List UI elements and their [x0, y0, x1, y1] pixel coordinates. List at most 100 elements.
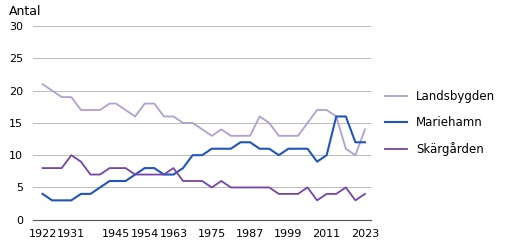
Mariehamn: [97, 186, 103, 189]
Mariehamn: [39, 192, 45, 195]
Mariehamn: [170, 173, 176, 176]
Mariehamn: [333, 115, 339, 118]
Skärgården: [151, 173, 157, 176]
Mariehamn: [180, 167, 186, 170]
Skärgården: [68, 154, 74, 157]
Skärgården: [141, 173, 147, 176]
Line: Landsbygden: Landsbygden: [42, 84, 364, 155]
Skärgården: [351, 199, 358, 202]
Mariehamn: [49, 199, 55, 202]
Skärgården: [208, 186, 214, 189]
Landsbygden: [323, 109, 329, 111]
Text: Antal: Antal: [9, 5, 42, 18]
Landsbygden: [189, 122, 195, 124]
Landsbygden: [351, 154, 358, 157]
Skärgården: [199, 180, 205, 183]
Mariehamn: [107, 180, 113, 183]
Skärgården: [107, 167, 113, 170]
Mariehamn: [59, 199, 65, 202]
Mariehamn: [68, 199, 74, 202]
Landsbygden: [180, 122, 186, 124]
Landsbygden: [361, 128, 367, 131]
Skärgården: [132, 173, 138, 176]
Skärgården: [275, 192, 281, 195]
Landsbygden: [227, 134, 233, 137]
Mariehamn: [189, 154, 195, 157]
Skärgården: [285, 192, 291, 195]
Skärgården: [170, 167, 176, 170]
Skärgården: [314, 199, 320, 202]
Mariehamn: [122, 180, 128, 183]
Landsbygden: [97, 109, 103, 111]
Skärgården: [304, 186, 310, 189]
Skärgården: [342, 186, 348, 189]
Landsbygden: [314, 109, 320, 111]
Mariehamn: [78, 192, 84, 195]
Landsbygden: [237, 134, 243, 137]
Landsbygden: [39, 83, 45, 86]
Skärgården: [294, 192, 300, 195]
Landsbygden: [170, 115, 176, 118]
Mariehamn: [275, 154, 281, 157]
Mariehamn: [361, 141, 367, 144]
Mariehamn: [246, 141, 252, 144]
Landsbygden: [285, 134, 291, 137]
Landsbygden: [151, 102, 157, 105]
Mariehamn: [266, 147, 272, 150]
Landsbygden: [78, 109, 84, 111]
Landsbygden: [107, 102, 113, 105]
Skärgården: [161, 173, 167, 176]
Landsbygden: [266, 122, 272, 124]
Landsbygden: [87, 109, 93, 111]
Landsbygden: [246, 134, 252, 137]
Mariehamn: [294, 147, 300, 150]
Mariehamn: [304, 147, 310, 150]
Mariehamn: [351, 141, 358, 144]
Mariehamn: [314, 160, 320, 163]
Landsbygden: [113, 102, 119, 105]
Landsbygden: [49, 89, 55, 92]
Landsbygden: [199, 128, 205, 131]
Skärgården: [78, 160, 84, 163]
Landsbygden: [122, 109, 128, 111]
Mariehamn: [132, 173, 138, 176]
Landsbygden: [59, 96, 65, 98]
Landsbygden: [333, 115, 339, 118]
Skärgården: [113, 167, 119, 170]
Skärgården: [189, 180, 195, 183]
Mariehamn: [208, 147, 214, 150]
Mariehamn: [342, 115, 348, 118]
Skärgården: [97, 173, 103, 176]
Line: Mariehamn: Mariehamn: [42, 116, 364, 200]
Landsbygden: [132, 115, 138, 118]
Skärgården: [323, 192, 329, 195]
Landsbygden: [218, 128, 224, 131]
Landsbygden: [161, 115, 167, 118]
Legend: Landsbygden, Mariehamn, Skärgården: Landsbygden, Mariehamn, Skärgården: [380, 85, 499, 161]
Mariehamn: [323, 154, 329, 157]
Landsbygden: [275, 134, 281, 137]
Skärgården: [266, 186, 272, 189]
Mariehamn: [87, 192, 93, 195]
Landsbygden: [342, 147, 348, 150]
Landsbygden: [294, 134, 300, 137]
Skärgården: [59, 167, 65, 170]
Line: Skärgården: Skärgården: [42, 155, 364, 200]
Skärgården: [87, 173, 93, 176]
Mariehamn: [227, 147, 233, 150]
Landsbygden: [141, 102, 147, 105]
Mariehamn: [113, 180, 119, 183]
Landsbygden: [256, 115, 262, 118]
Skärgården: [246, 186, 252, 189]
Skärgården: [333, 192, 339, 195]
Mariehamn: [218, 147, 224, 150]
Skärgården: [227, 186, 233, 189]
Mariehamn: [151, 167, 157, 170]
Mariehamn: [237, 141, 243, 144]
Mariehamn: [256, 147, 262, 150]
Mariehamn: [141, 167, 147, 170]
Skärgården: [180, 180, 186, 183]
Skärgården: [218, 180, 224, 183]
Skärgården: [49, 167, 55, 170]
Mariehamn: [285, 147, 291, 150]
